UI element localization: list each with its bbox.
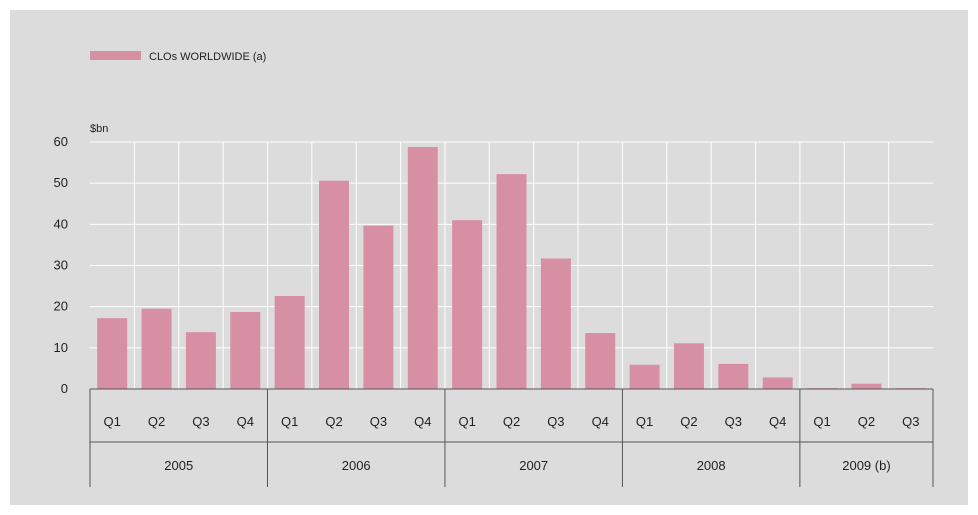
x-tick-label: Q4 (592, 414, 609, 429)
y-tick-label: 10 (54, 340, 68, 355)
bars (97, 146, 926, 389)
bar (851, 383, 882, 389)
bar (673, 343, 704, 389)
x-tick-label: Q2 (680, 414, 697, 429)
bar (141, 308, 172, 389)
y-tick-label: 50 (54, 175, 68, 190)
x-tick-label: Q2 (325, 414, 342, 429)
y-tick-label: 40 (54, 216, 68, 231)
x-tick-label: Q2 (148, 414, 165, 429)
group-label: 2009 (b) (842, 458, 890, 473)
bar (629, 364, 660, 389)
x-tick-label: Q2 (858, 414, 875, 429)
x-tick-label: Q1 (281, 414, 298, 429)
bar (718, 363, 749, 389)
bar (185, 332, 216, 389)
x-tick-label: Q1 (458, 414, 475, 429)
x-tick-label: Q3 (370, 414, 387, 429)
bar (319, 180, 350, 389)
x-tick-label: Q1 (636, 414, 653, 429)
unit-label: $bn (90, 123, 108, 135)
bar (274, 295, 305, 389)
x-tick-label: Q3 (547, 414, 564, 429)
x-tick-label: Q4 (414, 414, 431, 429)
legend: CLOs WORLDWIDE (a) (90, 51, 266, 63)
x-tick-label: Q1 (813, 414, 830, 429)
legend-label: CLOs WORLDWIDE (a) (149, 51, 266, 63)
group-label: 2007 (519, 458, 548, 473)
y-tick-label: 30 (54, 258, 68, 273)
group-label: 2006 (342, 458, 371, 473)
x-tick-label: Q4 (769, 414, 786, 429)
legend-swatch (90, 51, 141, 60)
bar (762, 377, 793, 389)
y-tick-label: 60 (54, 134, 68, 149)
bar (496, 174, 527, 389)
x-tick-label: Q3 (725, 414, 742, 429)
bar (407, 146, 438, 389)
group-label: 2008 (697, 458, 726, 473)
bar (97, 318, 128, 389)
y-tick-label: 0 (61, 381, 68, 396)
y-tick-label: 20 (54, 299, 68, 314)
bar (452, 220, 483, 389)
x-tick-label: Q3 (902, 414, 919, 429)
bar (540, 258, 571, 389)
axes: 0 10 20 30 40 50 60 Q1 Q2 Q3 Q4 Q1 Q2 Q3 Q4 Q1 Q2 Q3 Q4 Q1 Q… (54, 134, 934, 487)
x-tick-label: Q2 (503, 414, 520, 429)
x-tick-label: Q3 (192, 414, 209, 429)
x-tick-label: Q1 (104, 414, 121, 429)
bar (585, 333, 616, 389)
x-tick-label: Q4 (237, 414, 254, 429)
group-label: 2005 (164, 458, 193, 473)
bar (363, 225, 394, 389)
bar (230, 312, 261, 389)
